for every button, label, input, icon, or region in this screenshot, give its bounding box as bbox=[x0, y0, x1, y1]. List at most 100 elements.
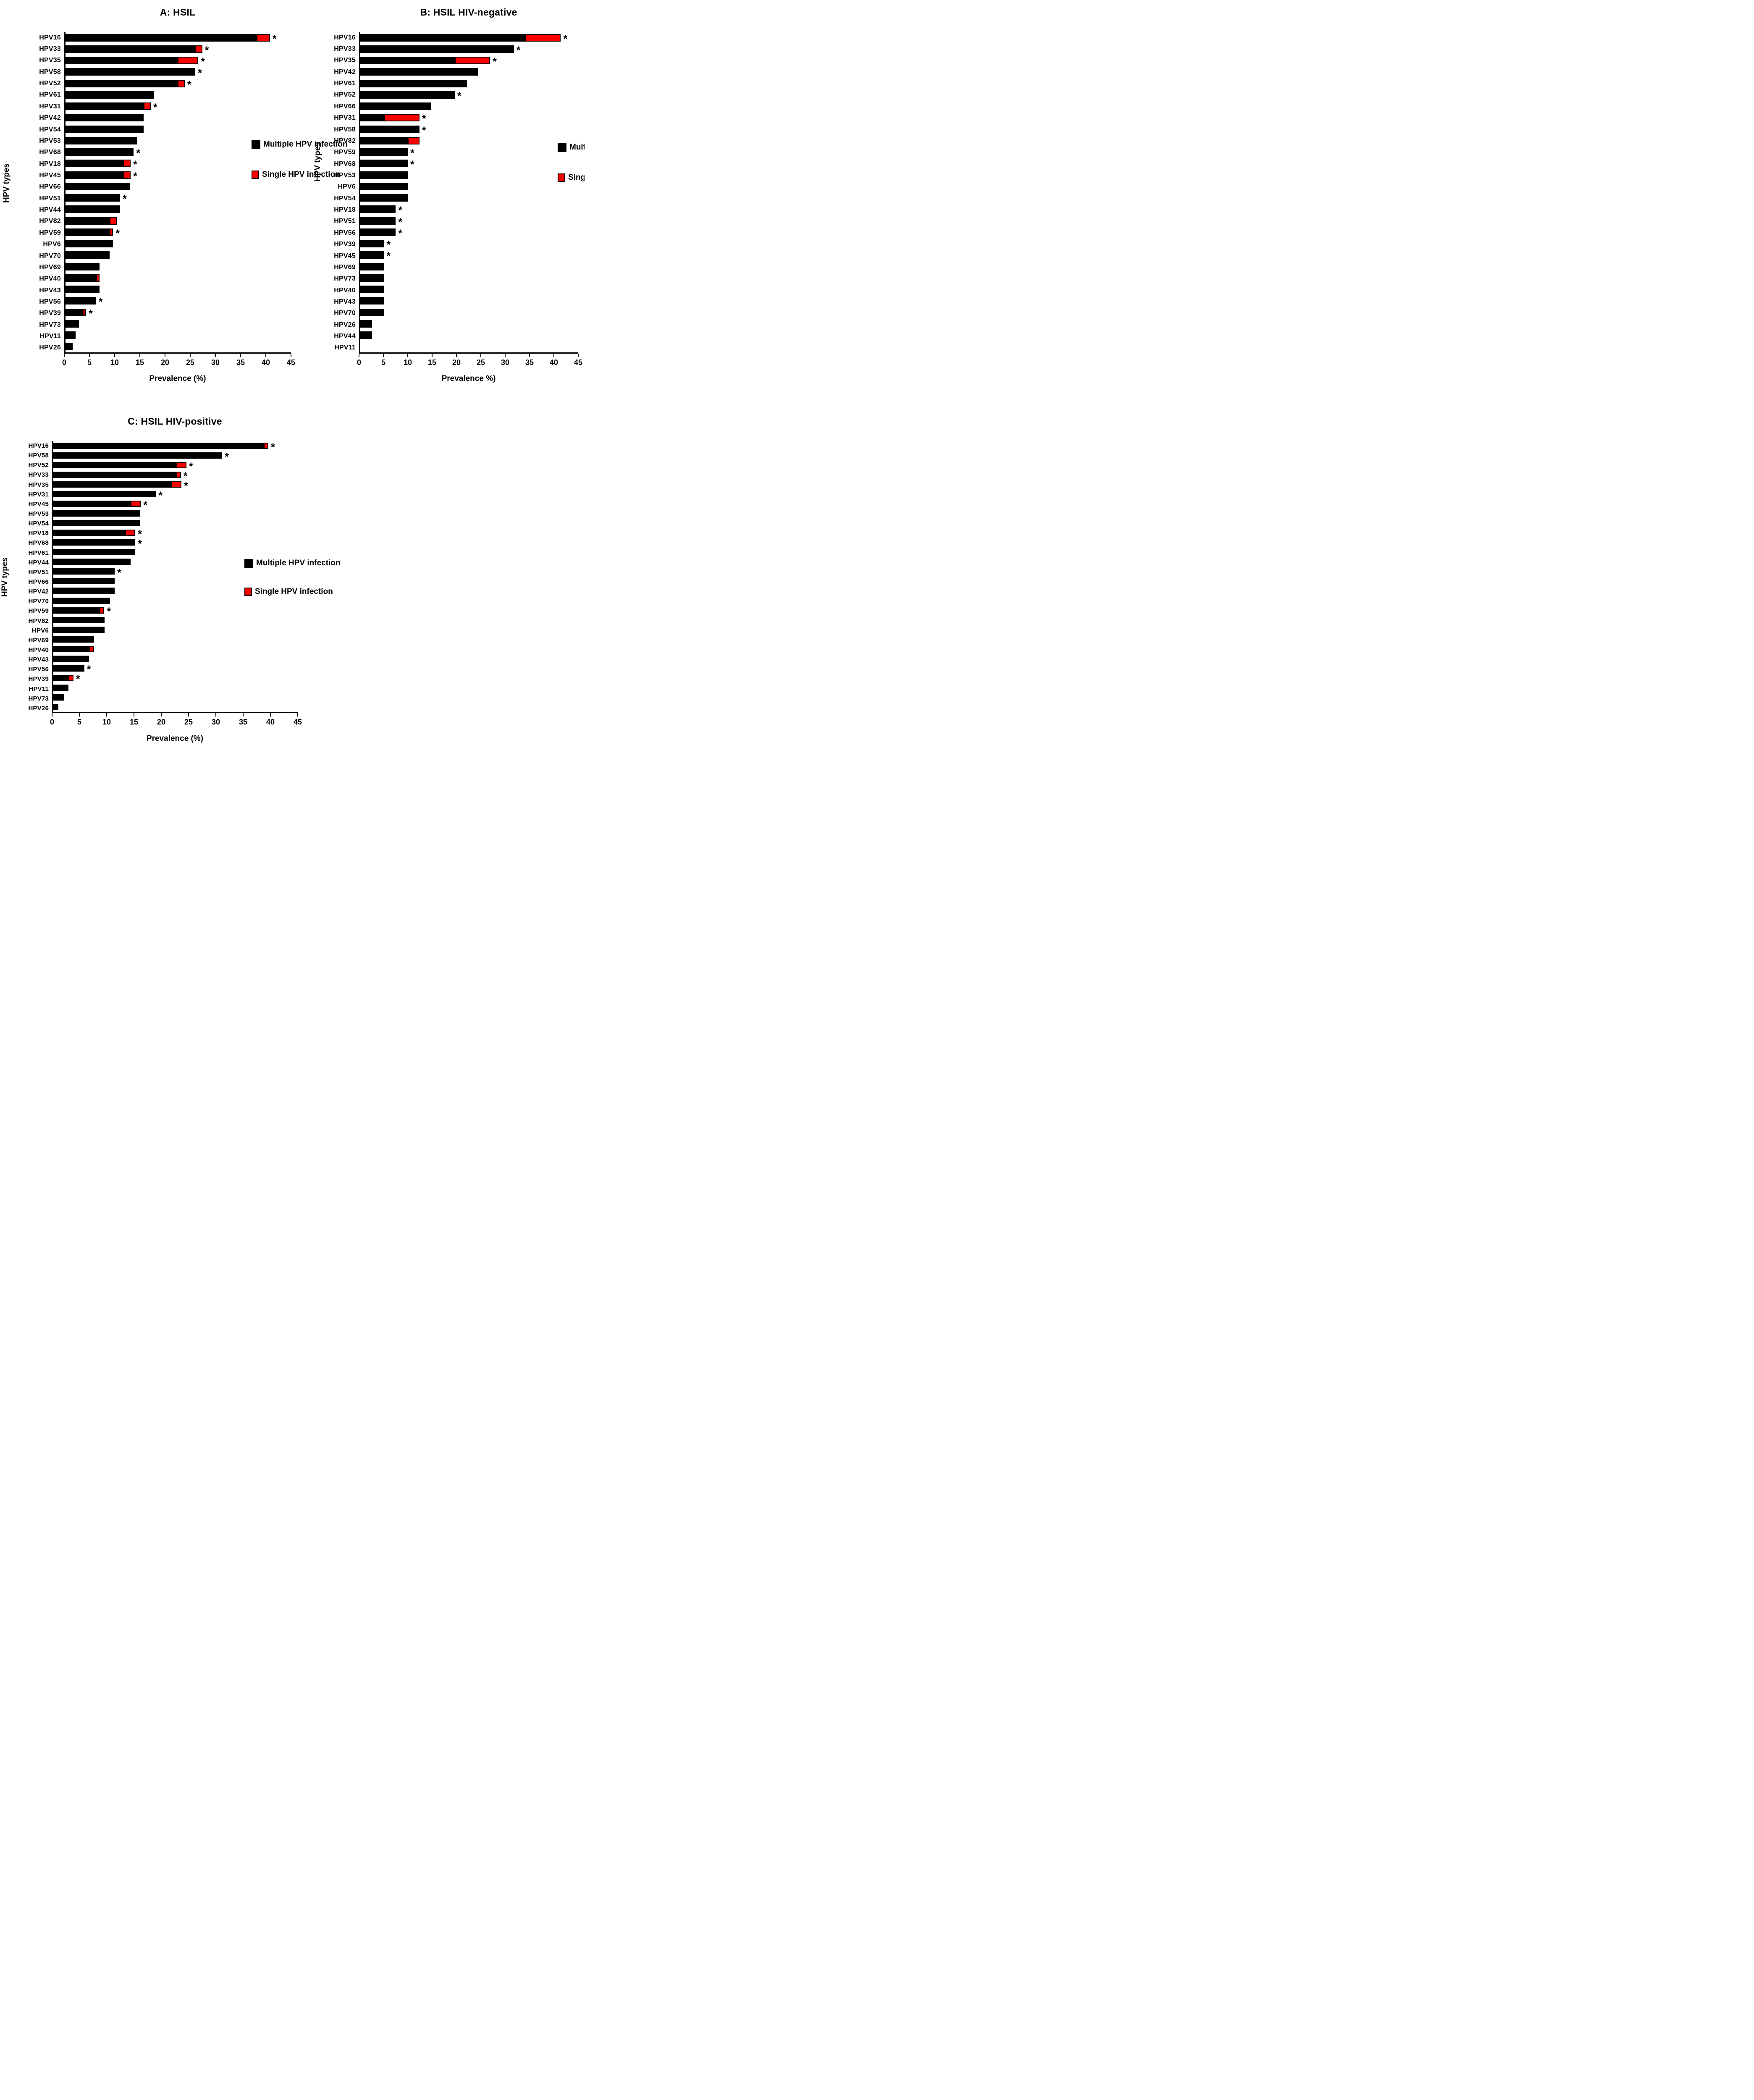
bar-row-hpv44 bbox=[360, 330, 578, 341]
x-tick-label: 30 bbox=[501, 358, 510, 367]
x-tick-label: 40 bbox=[549, 358, 558, 367]
stacked-bar bbox=[66, 125, 144, 133]
x-tick-mark bbox=[215, 713, 217, 717]
single-infection-swatch-icon bbox=[558, 173, 565, 182]
stacked-bar bbox=[53, 597, 110, 604]
bar-segment-multiple-infection bbox=[360, 91, 455, 99]
bar-row-hpv43 bbox=[360, 295, 578, 307]
bar-row-hpv45: * bbox=[66, 169, 291, 181]
stacked-bar bbox=[360, 331, 372, 339]
x-tick-mark bbox=[431, 354, 433, 357]
x-tick: 40 bbox=[262, 354, 270, 367]
row-label-hpv58: HPV58 bbox=[334, 126, 356, 133]
bar-segment-multiple-infection bbox=[360, 182, 408, 190]
stacked-bar bbox=[360, 125, 419, 133]
bar-row-hpv26 bbox=[360, 318, 578, 329]
row-label-hpv33: HPV33 bbox=[39, 45, 61, 53]
stacked-bar bbox=[53, 568, 115, 575]
bar-row-hpv58: * bbox=[66, 66, 291, 79]
row-label-hpv66: HPV66 bbox=[334, 102, 356, 110]
x-tick: 25 bbox=[477, 354, 485, 367]
x-tick-mark bbox=[160, 713, 162, 717]
x-tick: 30 bbox=[212, 713, 220, 727]
stacked-bar bbox=[360, 286, 384, 294]
panel-a-hsil: A: HSIL HPV types HPV16 HPV33 HPV35 HPV58 HP… bbox=[0, 0, 348, 399]
x-tick-label: 45 bbox=[293, 718, 302, 726]
bar-row-hpv16: * bbox=[66, 32, 291, 44]
stacked-bar bbox=[360, 57, 490, 65]
x-tick-label: 20 bbox=[157, 718, 165, 726]
stacked-bar bbox=[53, 675, 73, 681]
stacked-bar bbox=[66, 217, 117, 225]
row-label-hpv69: HPV69 bbox=[39, 263, 61, 271]
legend-item-multiple: Multiple HPV infection bbox=[252, 140, 348, 149]
x-tick-label: 0 bbox=[62, 358, 67, 367]
row-label-hpv59: HPV59 bbox=[28, 607, 49, 615]
bar-row-hpv11 bbox=[66, 330, 291, 341]
bar-row-hpv40 bbox=[53, 644, 298, 654]
row-label-hpv70: HPV70 bbox=[28, 598, 49, 605]
bar-row-hpv40 bbox=[360, 284, 578, 295]
panel-a-plot-area: * * * * * * * * * * * * * Multiple HPV infection Sin… bbox=[64, 32, 348, 354]
x-tick-label: 10 bbox=[102, 718, 111, 726]
bar-row-hpv39: * bbox=[53, 673, 298, 685]
bar-segment-multiple-infection bbox=[360, 45, 514, 53]
x-tick: 35 bbox=[236, 354, 245, 367]
bar-segment-single-infection bbox=[454, 57, 490, 65]
legend-item-multiple: Multiple HPV infection bbox=[558, 143, 585, 152]
bar-segment-single-infection bbox=[125, 530, 136, 536]
legend-item-single: Single HPV infection bbox=[244, 587, 341, 596]
legend-item-multiple: Multiple HPV infection bbox=[244, 559, 341, 568]
x-tick-label: 0 bbox=[357, 358, 362, 367]
stacked-bar bbox=[53, 443, 269, 449]
stacked-bar bbox=[66, 194, 121, 202]
x-tick-mark bbox=[189, 354, 191, 357]
bar-segment-multiple-infection bbox=[360, 79, 467, 87]
x-tick-mark bbox=[242, 713, 244, 717]
x-tick-mark bbox=[290, 354, 292, 357]
bar-row-hpv35: * bbox=[53, 480, 298, 491]
x-tick-mark bbox=[265, 354, 267, 357]
stacked-bar bbox=[360, 274, 384, 282]
bar-segment-multiple-infection bbox=[360, 320, 372, 328]
row-label-hpv45: HPV45 bbox=[39, 171, 61, 179]
row-label-hpv82: HPV82 bbox=[334, 137, 356, 144]
single-infection-swatch-icon bbox=[244, 588, 252, 596]
x-tick: 30 bbox=[211, 354, 220, 367]
bar-segment-multiple-infection bbox=[53, 617, 105, 623]
stacked-bar bbox=[360, 182, 408, 190]
row-label-hpv69: HPV69 bbox=[334, 263, 356, 271]
panel-c-x-axis-label: Prevalence (%) bbox=[146, 734, 204, 743]
bar-segment-single-infection bbox=[525, 34, 561, 42]
x-tick-label: 5 bbox=[381, 358, 386, 367]
stacked-bar bbox=[360, 136, 419, 144]
bar-segment-multiple-infection bbox=[66, 34, 257, 42]
bar-segment-multiple-infection bbox=[53, 646, 89, 652]
bar-segment-multiple-infection bbox=[66, 114, 144, 122]
bar-row-hpv56: * bbox=[53, 664, 298, 675]
bar-segment-multiple-infection bbox=[360, 331, 372, 339]
stacked-bar bbox=[66, 205, 121, 213]
bar-row-hpv16: * bbox=[53, 441, 298, 452]
bar-segment-multiple-infection bbox=[66, 343, 73, 351]
legend: Multiple HPV infection Single HPV infect… bbox=[252, 140, 348, 179]
bar-row-hpv31: * bbox=[360, 112, 578, 124]
stacked-bar bbox=[360, 251, 384, 259]
row-label-hpv35: HPV35 bbox=[39, 57, 61, 64]
bar-segment-multiple-infection bbox=[360, 125, 419, 133]
bar-row-hpv43 bbox=[53, 654, 298, 664]
stacked-bar bbox=[66, 274, 100, 282]
bar-segment-multiple-infection bbox=[53, 472, 176, 478]
row-label-hpv52: HPV52 bbox=[39, 80, 61, 87]
row-label-hpv70: HPV70 bbox=[334, 310, 356, 317]
x-tick-label: 25 bbox=[186, 358, 195, 367]
stacked-bar bbox=[66, 91, 155, 99]
stacked-bar bbox=[66, 114, 144, 122]
row-label-hpv26: HPV26 bbox=[334, 321, 356, 328]
bar-segment-multiple-infection bbox=[360, 240, 384, 248]
bar-row-hpv73 bbox=[66, 318, 291, 329]
bar-segment-single-infection bbox=[99, 607, 105, 614]
bar-segment-multiple-infection bbox=[360, 57, 455, 65]
bar-row-hpv56: * bbox=[360, 226, 578, 239]
bar-segment-single-infection bbox=[82, 308, 86, 316]
